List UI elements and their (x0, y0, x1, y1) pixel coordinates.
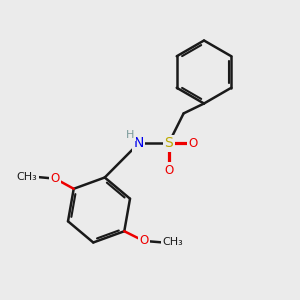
Text: CH₃: CH₃ (162, 238, 183, 248)
Text: H: H (126, 130, 134, 140)
Text: O: O (139, 234, 148, 248)
Text: N: N (134, 136, 144, 150)
Text: CH₃: CH₃ (16, 172, 37, 182)
Text: O: O (164, 164, 173, 177)
Text: O: O (51, 172, 60, 185)
Text: S: S (164, 136, 173, 150)
Text: O: O (188, 137, 197, 150)
